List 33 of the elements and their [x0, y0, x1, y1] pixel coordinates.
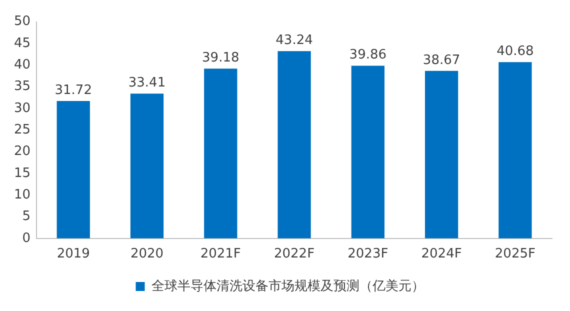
x-tick-label: 2020 [130, 246, 164, 262]
y-tick-label: 45 [14, 36, 31, 51]
y-tick-label: 10 [14, 187, 31, 202]
legend-label: 全球半导体清洗设备市场规模及预测（亿美元） [151, 278, 424, 294]
y-tick-label: 30 [14, 100, 31, 116]
x-tick-label: 2022F [274, 246, 315, 262]
data-label: 33.41 [128, 76, 166, 91]
bar [130, 94, 164, 238]
data-label: 43.24 [276, 32, 313, 48]
bar [351, 66, 384, 238]
data-label: 31.72 [54, 82, 92, 98]
y-tick-label: 20 [14, 144, 31, 160]
x-tick-label: 2023F [348, 246, 388, 262]
x-tick-label: 2021F [200, 246, 241, 262]
data-label: 40.68 [496, 44, 534, 60]
bar [424, 70, 458, 238]
data-label: 39.86 [349, 48, 387, 63]
y-tick-label: 50 [14, 14, 31, 30]
x-tick-label: 2019 [56, 246, 90, 262]
x-tick-label: 2024F [421, 246, 462, 262]
data-label: 39.18 [202, 50, 240, 66]
x-tick-label: 2025F [494, 246, 536, 262]
y-tick-label: 15 [14, 166, 31, 181]
y-tick-label: 5 [22, 209, 31, 224]
bar [278, 51, 311, 238]
y-tick-label: 40 [14, 57, 31, 72]
bar [56, 100, 90, 238]
data-label: 38.67 [422, 52, 460, 68]
y-tick-label: 0 [22, 230, 31, 246]
bar [204, 68, 238, 238]
y-tick-label: 35 [14, 79, 31, 94]
y-tick-label: 25 [14, 122, 31, 138]
bar [498, 62, 532, 238]
